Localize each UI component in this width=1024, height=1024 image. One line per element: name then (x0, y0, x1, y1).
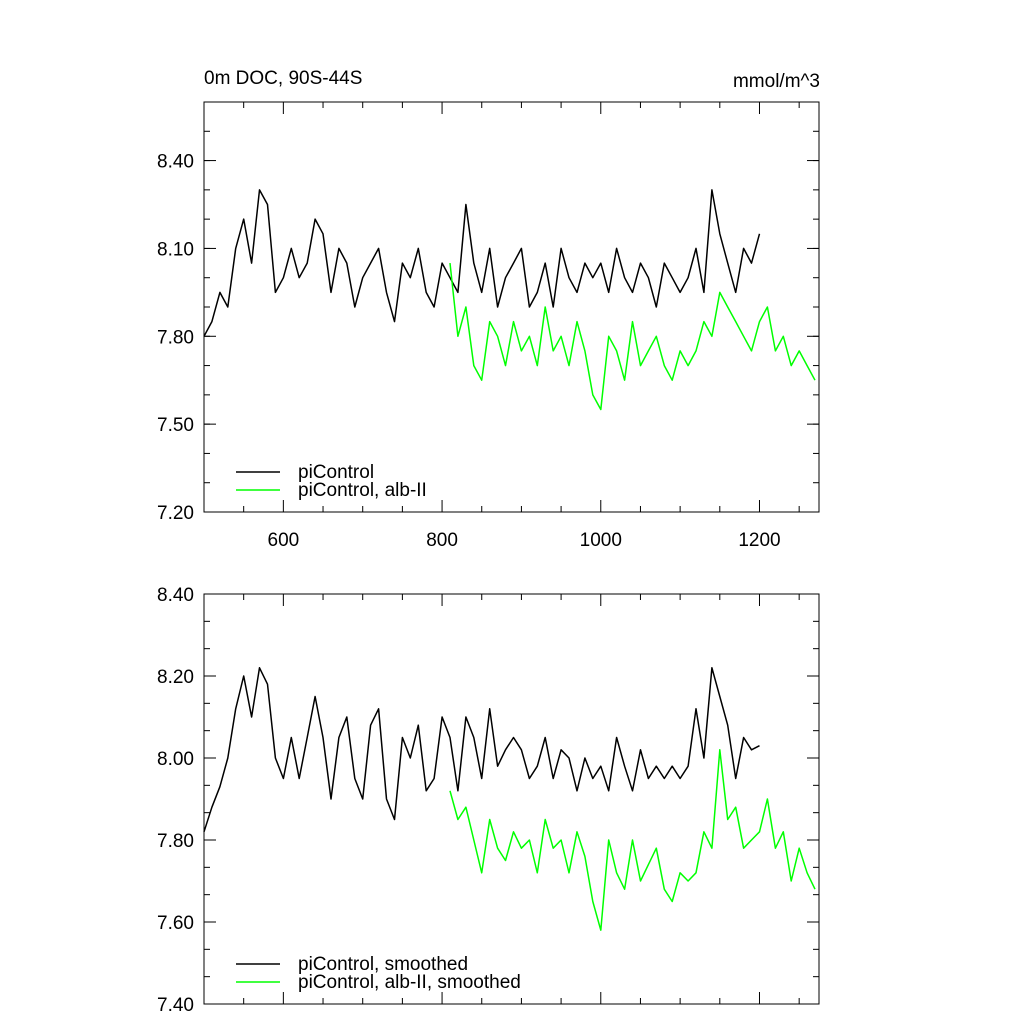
y-tick-label: 7.80 (157, 831, 194, 852)
y-tick-label: 7.60 (157, 913, 194, 934)
x-tick-label: 600 (268, 530, 300, 551)
y-tick-label: 8.00 (157, 749, 194, 770)
top-panel: 0m DOC, 90S-44S mmol/m^3 7.20 7.50 7.80 8.1… (157, 68, 820, 551)
x-tick-label: 1000 (580, 530, 622, 551)
bottom-plot-frame (203, 593, 820, 1005)
series-line-picontrol-smoothed (203, 667, 760, 833)
units-label: mmol/m^3 (733, 71, 820, 92)
series-line-picontrol (203, 189, 761, 337)
y-tick-label: 7.50 (157, 415, 194, 436)
y-tick-label: 7.20 (157, 503, 194, 524)
top-legend: piControl piControl, alb-II (236, 462, 427, 501)
x-tick-label: 800 (426, 530, 458, 551)
bottom-panel: 7.40 7.60 7.80 8.00 8.20 8.40 piControl, smoo… (157, 585, 820, 1016)
chart-title: 0m DOC, 90S-44S (204, 68, 362, 89)
legend-label-picontrol: piControl (298, 462, 374, 483)
y-tick-label: 8.40 (157, 152, 194, 173)
y-tick-label: 7.80 (157, 327, 194, 348)
legend-label-smoothed: piControl, smoothed (298, 954, 468, 975)
x-tick-label: 1200 (738, 530, 780, 551)
bottom-legend: piControl, smoothed piControl, alb-II, s… (236, 954, 521, 993)
series-line-alb-ii (449, 263, 816, 411)
top-series-lines (203, 189, 816, 411)
legend-label-alb-ii-smoothed: piControl, alb-II, smoothed (298, 972, 521, 993)
y-tick-label: 8.10 (157, 239, 194, 260)
series-line-alb-ii-smoothed (449, 749, 816, 931)
y-tick-label: 7.40 (157, 995, 194, 1016)
bottom-series-lines (203, 667, 816, 931)
top-plot-frame (203, 101, 820, 513)
legend-label-alb-ii: piControl, alb-II (298, 480, 427, 501)
y-tick-label: 8.20 (157, 667, 194, 688)
bottom-ticks: 7.40 7.60 7.80 8.00 8.20 8.40 (157, 585, 819, 1016)
top-ticks: 7.20 7.50 7.80 8.10 8.40 600 800 1000 1200 (157, 101, 819, 551)
y-tick-label: 8.40 (157, 585, 194, 606)
